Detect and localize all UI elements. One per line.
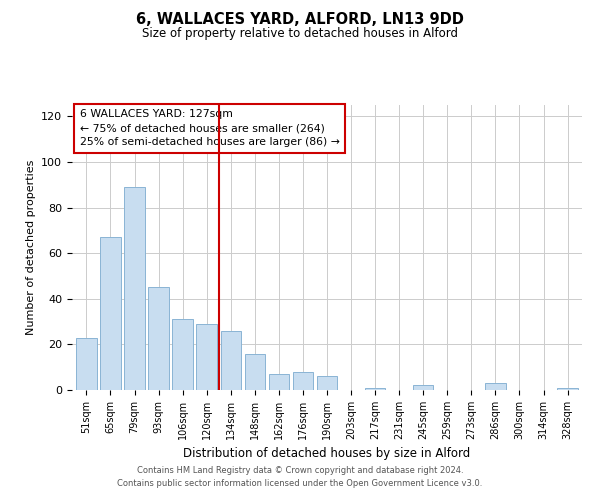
Text: 6, WALLACES YARD, ALFORD, LN13 9DD: 6, WALLACES YARD, ALFORD, LN13 9DD	[136, 12, 464, 28]
Bar	[485, 383, 506, 390]
Bar	[557, 388, 578, 390]
Bar	[245, 354, 265, 390]
Text: 6 WALLACES YARD: 127sqm
← 75% of detached houses are smaller (264)
25% of semi-d: 6 WALLACES YARD: 127sqm ← 75% of detache…	[80, 110, 340, 148]
X-axis label: Distribution of detached houses by size in Alford: Distribution of detached houses by size …	[184, 448, 470, 460]
Bar	[365, 388, 385, 390]
Text: Contains HM Land Registry data © Crown copyright and database right 2024.
Contai: Contains HM Land Registry data © Crown c…	[118, 466, 482, 487]
Bar	[100, 237, 121, 390]
Bar	[76, 338, 97, 390]
Bar	[293, 372, 313, 390]
Bar	[317, 376, 337, 390]
Y-axis label: Number of detached properties: Number of detached properties	[26, 160, 35, 335]
Bar	[269, 374, 289, 390]
Bar	[172, 320, 193, 390]
Bar	[413, 386, 433, 390]
Text: Size of property relative to detached houses in Alford: Size of property relative to detached ho…	[142, 28, 458, 40]
Bar	[196, 324, 217, 390]
Bar	[148, 288, 169, 390]
Bar	[124, 187, 145, 390]
Bar	[221, 330, 241, 390]
